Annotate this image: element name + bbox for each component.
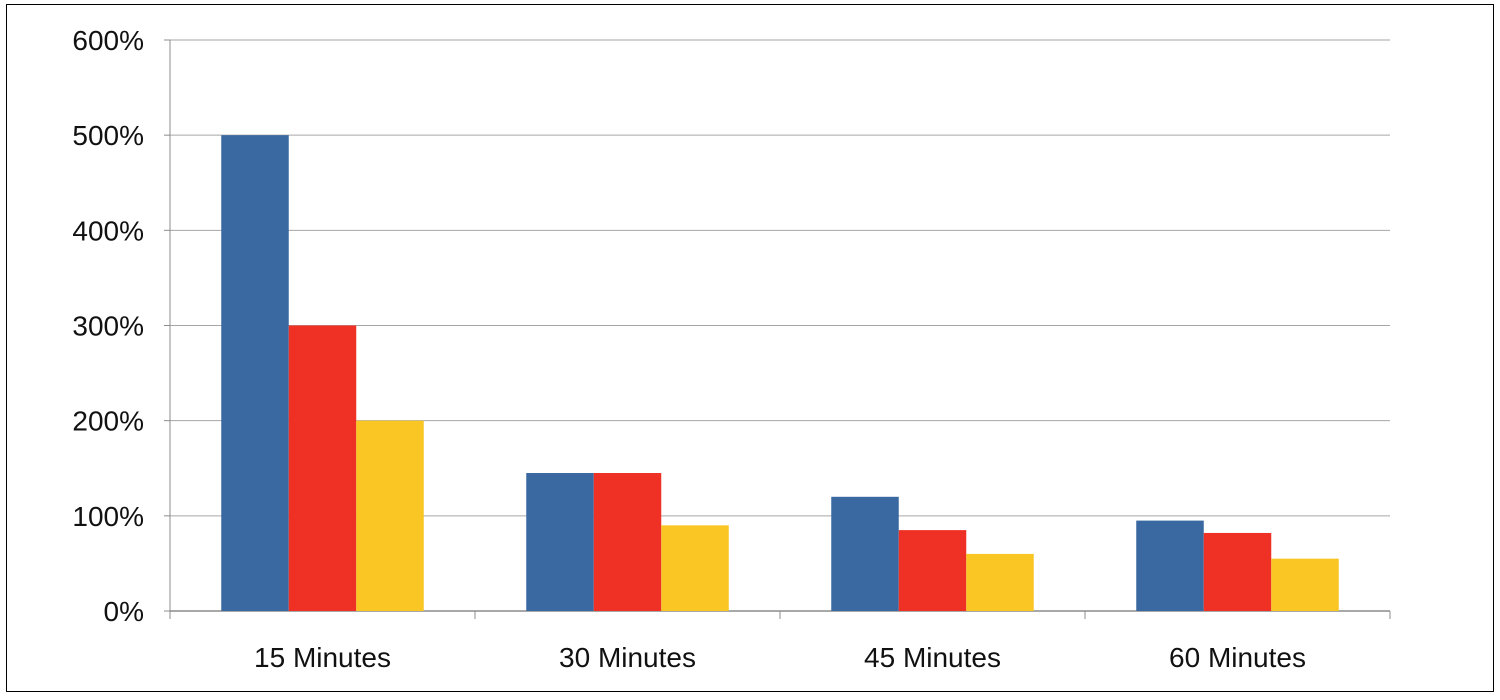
x-tick-label: 60 Minutes [1169, 642, 1306, 673]
bar [1203, 532, 1272, 611]
bar [288, 325, 357, 611]
bar [526, 473, 594, 611]
bar [356, 420, 424, 611]
x-tick-label: 45 Minutes [864, 642, 1001, 673]
bar [221, 135, 289, 611]
tick-labels: 0% 100% 200% 300% 400% 500% 600% 15 Minutes 30 M… [72, 25, 1306, 673]
bar [966, 553, 1034, 611]
bar [1136, 520, 1204, 611]
y-tick-label: 0% [104, 596, 144, 627]
y-tick-label: 400% [72, 215, 144, 246]
x-tick-label: 15 Minutes [254, 642, 391, 673]
bar [1271, 558, 1339, 611]
bar [593, 473, 662, 611]
y-tick-label: 200% [72, 406, 144, 437]
x-tick-label: 30 Minutes [559, 642, 696, 673]
y-tick-label: 300% [72, 311, 144, 342]
bar [898, 530, 967, 611]
bar [661, 525, 729, 611]
bar [831, 496, 899, 611]
y-tick-label: 100% [72, 501, 144, 532]
y-tick-label: 500% [72, 120, 144, 151]
bars [221, 135, 1339, 611]
y-tick-label: 600% [72, 25, 144, 56]
